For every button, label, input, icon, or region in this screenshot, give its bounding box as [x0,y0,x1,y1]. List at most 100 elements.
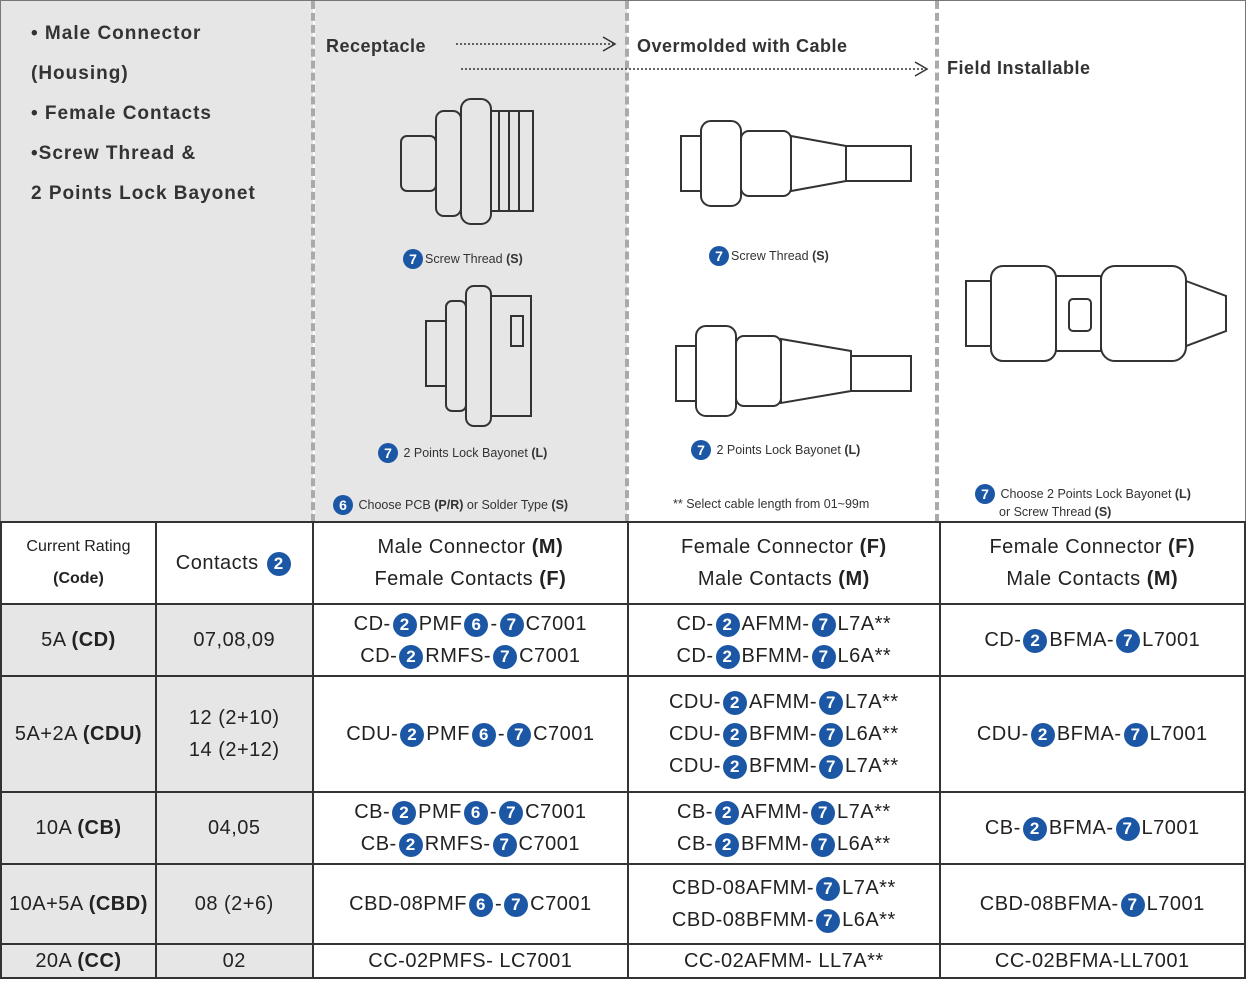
text: 10A [35,817,78,839]
cell-line: Female Connector (F) [629,531,938,563]
text: Screw Thread [425,252,507,266]
table-cell: 5A+2A (CDU) [0,675,157,793]
cell-line: CC-02AFMM- LL7A** [629,945,938,977]
table-cell: CDU- 2 BFMA- 7 L7001 [938,675,1246,793]
option-badge: 7 [811,644,836,669]
option-badge: 2 [400,722,425,747]
text: or Screw Thread [999,505,1095,519]
table-cell: CBD-08AFMM- 7 L7A** CBD-08BFMM- 7 L6A** [627,863,941,945]
cell-line: Current Rating [2,531,155,563]
cell-line: CDU- 2 BFMM- 7 L7A** [629,750,938,782]
text: L7001 [1141,817,1200,839]
table-cell: Female Connector (F) Male Contacts (M) [627,521,941,605]
table-cell: 5A (CD) [0,603,157,677]
option-badge: 2 [399,644,424,669]
table-cell: CBD-08BFMA- 7 L7001 [938,863,1246,945]
cell-line: Female Contacts (F) [314,563,628,595]
intro-line: (Housing) [31,63,129,84]
option-badge: 2 [722,690,747,715]
bold-text: (S) [506,252,523,266]
text: AFMM- [748,691,818,713]
option-badge: 7 [403,249,423,269]
text: RMFS- [424,833,491,855]
table-cell: Contacts 2 [154,521,314,605]
part-number-table: Current Rating (Code) Contacts 2 Male Conne… [0,521,1246,979]
option-badge: 7 [378,443,398,463]
caption: ** Select cable length from 01~99m [673,497,869,511]
table-cell: CD- 2 AFMM- 7 L7A** CD- 2 BFMM- 7 L6A** [627,603,941,677]
caption: 7 Screw Thread (S) [707,246,829,266]
text: 2 Points Lock Bayonet [400,446,532,460]
product-overview: • Male Connector (Housing) • Female Contac… [0,0,1246,522]
text: CC-02AFMM- LL7A** [683,950,884,972]
bold-text: (CB) [77,817,122,839]
option-badge: 7 [975,484,995,504]
option-badge: 2 [715,612,740,637]
text: L6A** [837,645,892,667]
bold-text: (F) [1168,536,1196,558]
option-badge: 7 [507,722,532,747]
text: Current Rating [26,538,131,555]
text: 04,05 [207,817,261,839]
table-cell: 04,05 [154,791,314,865]
table-cell: 02 [154,943,314,979]
option-badge: 7 [504,892,529,917]
overmolded-screw-drawing [680,120,912,207]
text: BFMA- [1049,629,1115,651]
cell-line: CC-02PMFS- LC7001 [314,945,628,977]
intro-bg [1,1,313,522]
option-badge: 2 [266,551,291,576]
cell-line: 10A+5A (CBD) [2,888,155,920]
arrow [456,36,617,52]
option-badge: 7 [819,754,844,779]
table-row: 10A+5A (CBD) 08 (2+6) CBD-08PMF 6-7 C7001 CBD… [0,863,1246,945]
text: L6A** [837,833,891,855]
option-badge: 7 [499,800,524,825]
cell-line: Female Connector (F) [941,531,1244,563]
text: - [494,893,503,915]
option-badge: 7 [691,440,711,460]
text: L7A** [837,801,891,823]
option-badge: 7 [499,612,524,637]
text: Screw Thread [731,249,813,263]
cell-line: Male Connector (M) [314,531,628,563]
text: 07,08,09 [193,629,276,651]
cell-line: CDU- 2 AFMM- 7 L7A** [629,686,938,718]
cell-line: Male Contacts (M) [941,563,1244,595]
option-badge: 7 [709,246,729,266]
arrow [461,61,929,77]
table-cell: Current Rating (Code) [0,521,157,605]
receptacle-bayonet-drawing [425,285,532,427]
divider [311,1,315,522]
column-title: Field Installable [947,58,1091,78]
text: Male Contacts [697,568,839,590]
table-row: 5A+2A (CDU) 12 (2+10) 14 (2+12) CDU- 2 PMF 6-7… [0,675,1246,793]
cell-line: 07,08,09 [157,624,312,656]
bold-text: (S) [812,249,829,263]
bold-text: (CDU) [82,723,143,745]
text: CDU- [976,723,1029,745]
text: PMF [418,613,463,635]
bold-text: (Code) [53,570,104,587]
field-drawing [965,265,1227,362]
text: Choose PCB [355,498,435,512]
bold-text: (CC) [77,950,122,972]
text: RMFS- [425,645,492,667]
text: PMF [426,723,470,745]
table-cell: CC-02AFMM- LL7A** [627,943,941,979]
table-cell: CD- 2 PMF 6-7 C7001 CD- 2 RMFS- 7 C7001 [311,603,630,677]
cell-line: CB- 2 BFMA- 7 L7001 [941,812,1244,844]
text: - [497,723,506,745]
cell-line: CC-02BFMA-LL7001 [941,945,1244,977]
cell-line: 20A (CC) [2,945,155,977]
option-badge: 7 [811,800,835,825]
text: C7001 [525,613,588,635]
table-cell: CDU- 2 PMF 6-7 C7001 [311,675,630,793]
text: L7A** [837,613,892,635]
table-cell: 10A+5A (CBD) [0,863,157,945]
text: C7001 [519,645,581,667]
cell-line: CDU- 2 BFMA- 7 L7001 [941,718,1244,750]
cell-line: CD- 2 BFMA- 7 L7001 [941,624,1244,656]
column-title: Overmolded with Cable [637,36,848,56]
